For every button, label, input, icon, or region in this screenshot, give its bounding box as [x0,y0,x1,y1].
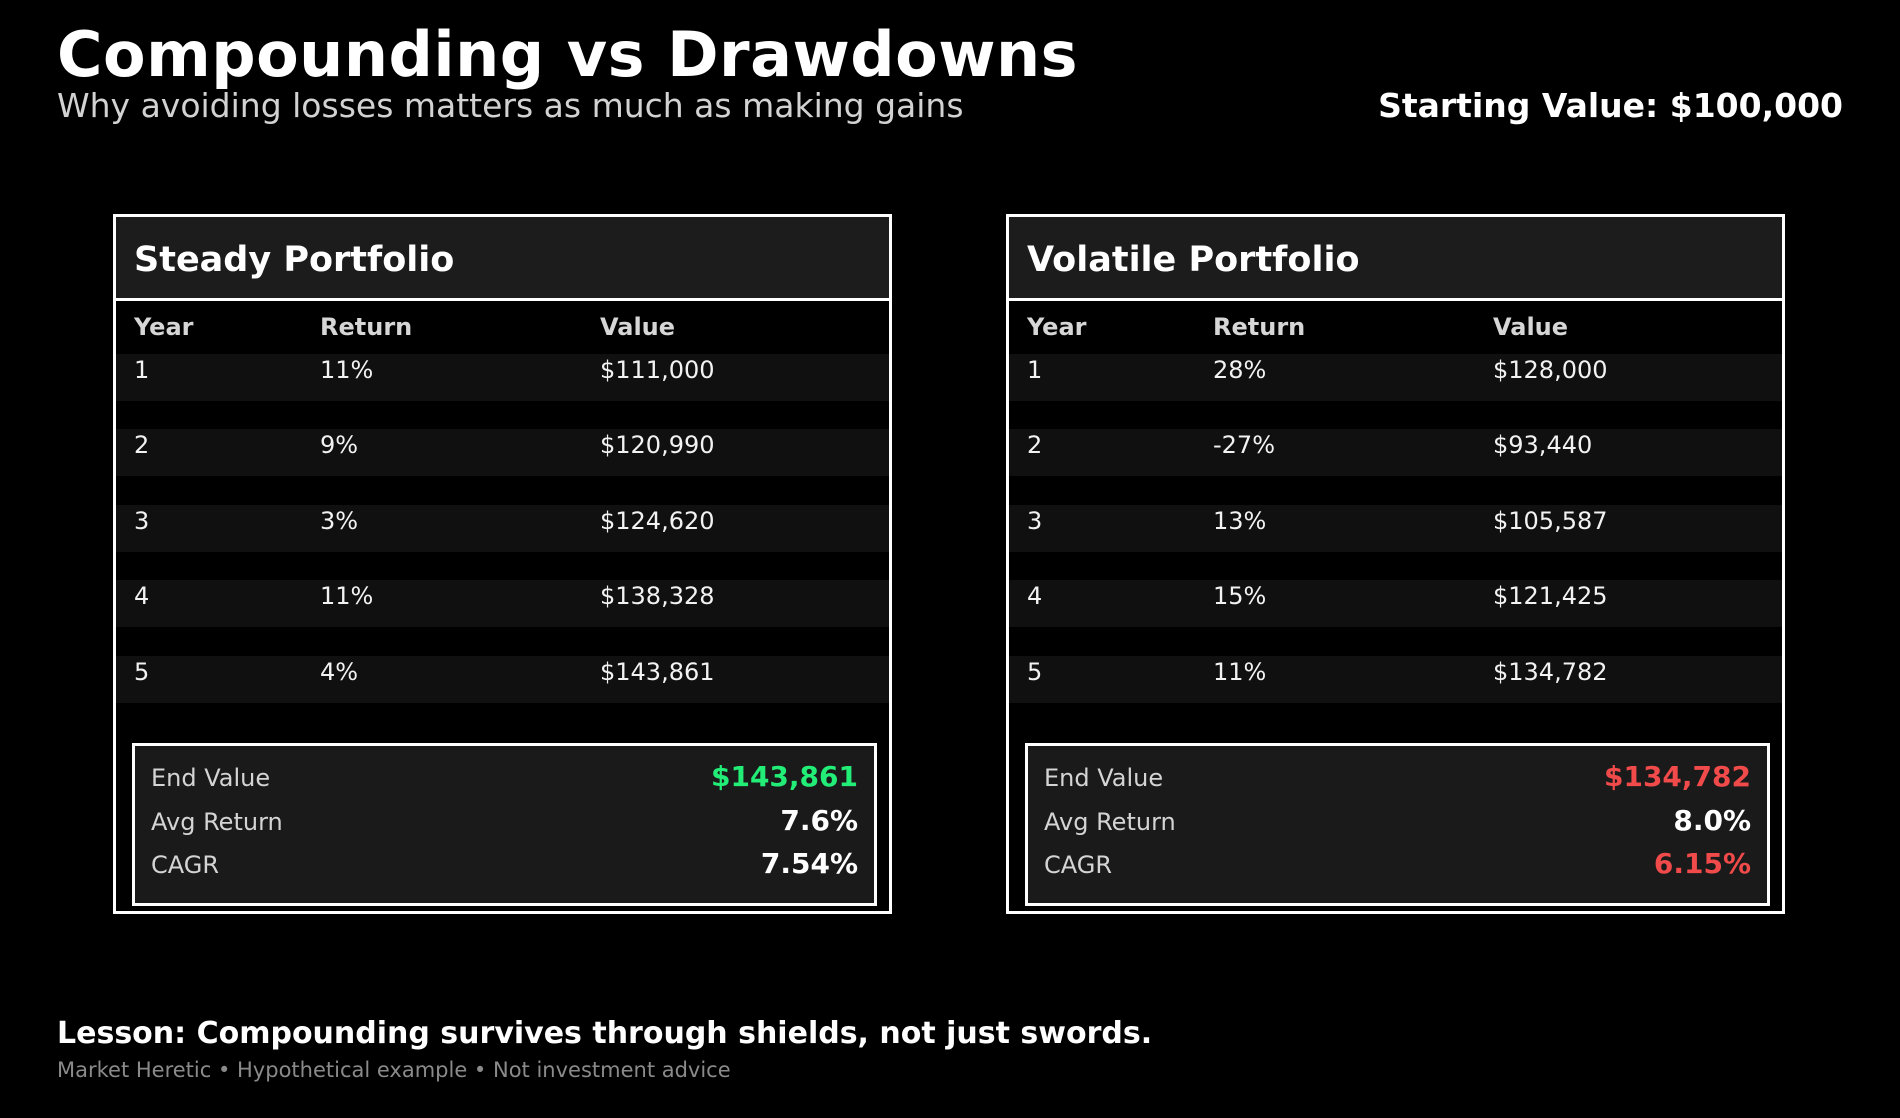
year-cell: 1 [134,356,150,384]
summary-row-cagr: CAGR 6.15% [1044,843,1751,883]
value-cell: $93,440 [1493,431,1593,459]
return-cell: 3% [320,507,359,535]
table-row: 1 11% $111,000 [116,354,889,401]
return-cell: 15% [1213,582,1267,610]
table-row: 5 11% $134,782 [1009,656,1782,703]
panel-title: Steady Portfolio [134,239,455,280]
return-cell: 28% [1213,356,1267,384]
column-header-return: Return [1213,313,1306,341]
table-row: 3 3% $124,620 [116,505,889,552]
value-cell: $134,782 [1493,658,1608,686]
column-header-year: Year [1027,313,1087,341]
value-cell: $143,861 [600,658,715,686]
value-cell: $111,000 [600,356,715,384]
summary-row-end-value: End Value $134,782 [1044,756,1751,796]
summary-label: Avg Return [1044,808,1176,836]
value-cell: $121,425 [1493,582,1608,610]
return-cell: 13% [1213,507,1267,535]
year-cell: 5 [134,658,150,686]
panel-header: Steady Portfolio [116,217,889,301]
table-row: 4 11% $138,328 [116,580,889,627]
table-row: 2 -27% $93,440 [1009,429,1782,476]
value-cell: $128,000 [1493,356,1608,384]
return-cell: 11% [320,356,374,384]
summary-row-avg-return: Avg Return 8.0% [1044,800,1751,840]
summary-label: CAGR [1044,851,1113,879]
page-title: Compounding vs Drawdowns [57,18,1079,91]
column-header-year: Year [134,313,194,341]
summary-box: End Value $134,782 Avg Return 8.0% CAGR … [1025,743,1770,906]
return-cell: 11% [320,582,374,610]
volatile-portfolio-panel: Volatile Portfolio Year Return Value 1 2… [1006,214,1785,914]
end-value: $134,782 [1603,760,1751,793]
table-row: 2 9% $120,990 [116,429,889,476]
column-header-value: Value [1493,313,1569,341]
avg-return-value: 8.0% [1673,804,1751,837]
cagr-value: 6.15% [1653,847,1751,880]
footer-disclaimer: Market Heretic • Hypothetical example • … [57,1058,731,1082]
value-cell: $138,328 [600,582,715,610]
summary-box: End Value $143,861 Avg Return 7.6% CAGR … [132,743,877,906]
panel-title: Volatile Portfolio [1027,239,1360,280]
value-cell: $124,620 [600,507,715,535]
column-header-return: Return [320,313,413,341]
table-row: 1 28% $128,000 [1009,354,1782,401]
cagr-value: 7.54% [760,847,858,880]
year-cell: 2 [1027,431,1043,459]
starting-value-label: Starting Value: $100,000 [1378,86,1843,125]
summary-label: End Value [151,764,271,792]
year-cell: 3 [134,507,150,535]
year-cell: 5 [1027,658,1043,686]
panel-header: Volatile Portfolio [1009,217,1782,301]
summary-label: Avg Return [151,808,283,836]
year-cell: 4 [1027,582,1043,610]
table-row: 3 13% $105,587 [1009,505,1782,552]
summary-label: CAGR [151,851,220,879]
summary-row-end-value: End Value $143,861 [151,756,858,796]
table-row: 4 15% $121,425 [1009,580,1782,627]
steady-portfolio-panel: Steady Portfolio Year Return Value 1 11%… [113,214,892,914]
lesson-text: Lesson: Compounding survives through shi… [57,1016,1153,1051]
return-cell: -27% [1213,431,1276,459]
year-cell: 2 [134,431,150,459]
value-cell: $120,990 [600,431,715,459]
column-header-value: Value [600,313,676,341]
year-cell: 4 [134,582,150,610]
value-cell: $105,587 [1493,507,1608,535]
year-cell: 3 [1027,507,1043,535]
end-value: $143,861 [710,760,858,793]
avg-return-value: 7.6% [780,804,858,837]
return-cell: 11% [1213,658,1267,686]
return-cell: 9% [320,431,359,459]
return-cell: 4% [320,658,359,686]
summary-label: End Value [1044,764,1164,792]
table-row: 5 4% $143,861 [116,656,889,703]
page-subtitle: Why avoiding losses matters as much as m… [57,86,964,125]
summary-row-avg-return: Avg Return 7.6% [151,800,858,840]
year-cell: 1 [1027,356,1043,384]
summary-row-cagr: CAGR 7.54% [151,843,858,883]
